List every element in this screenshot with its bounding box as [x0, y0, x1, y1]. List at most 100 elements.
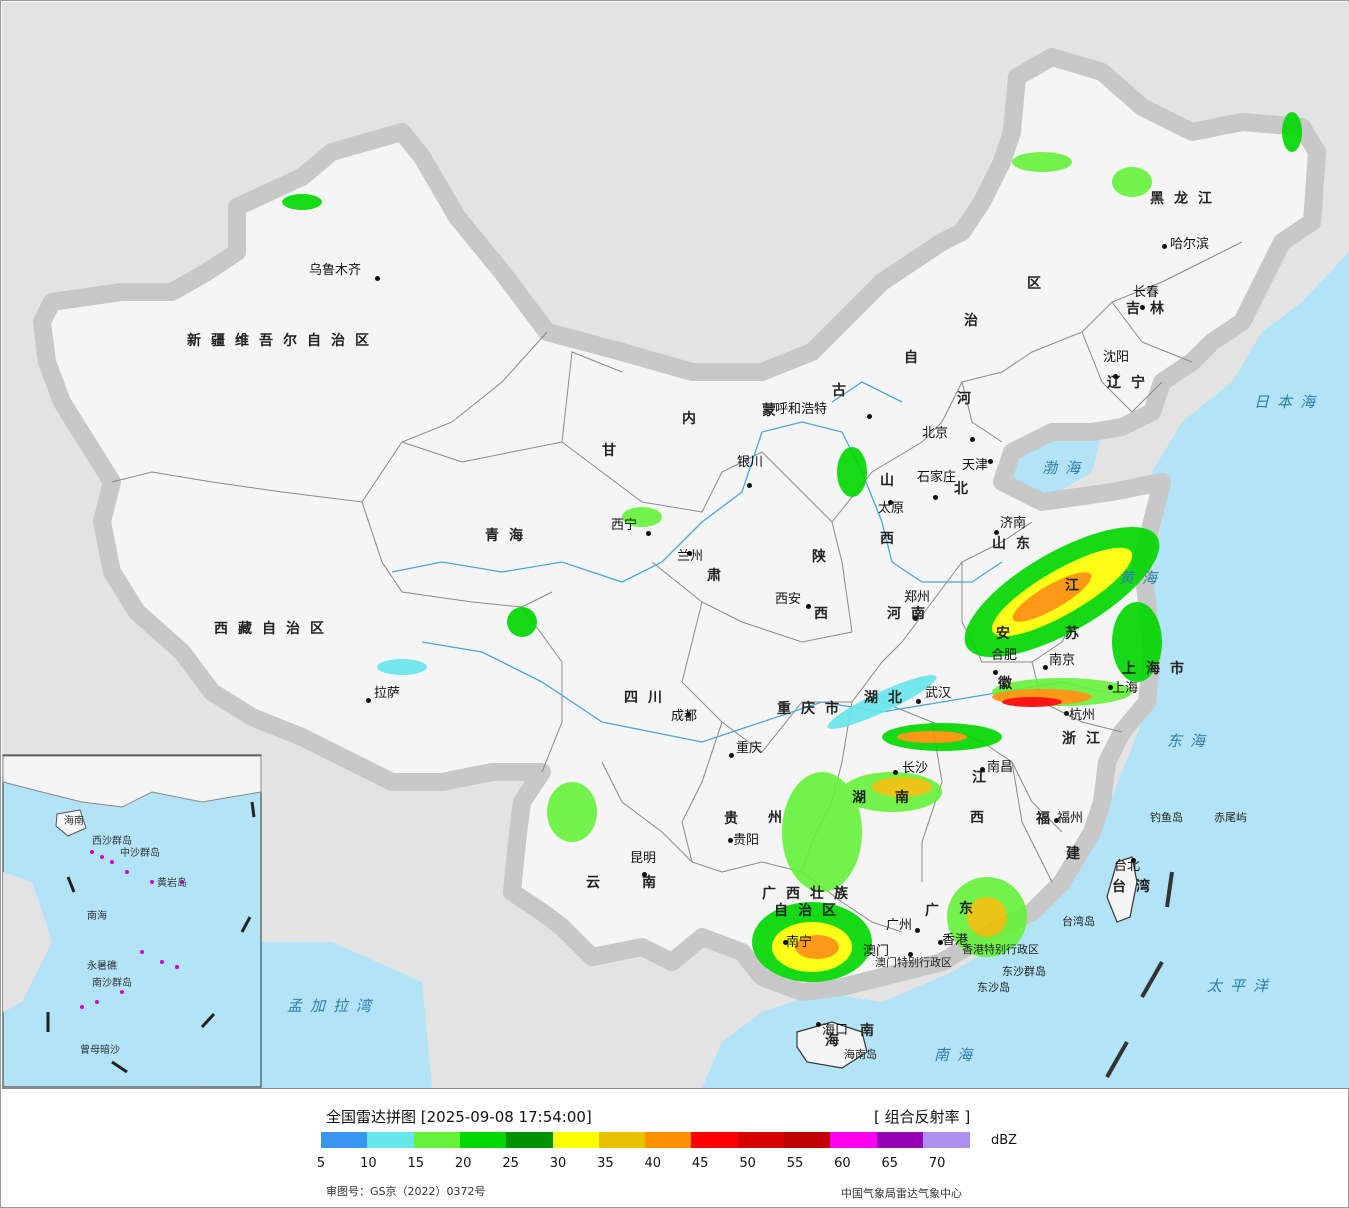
pacific-ocean: [702, 252, 1349, 1088]
city-marker: [933, 495, 938, 500]
scale-tick-label: 20: [454, 1156, 472, 1171]
scale-tick-label: 25: [502, 1156, 519, 1171]
province-label: 广: [925, 903, 949, 919]
inset-label: 西沙群岛: [92, 836, 132, 847]
legend-product: [ 组合反射率 ]: [874, 1108, 971, 1126]
city-label: 郑州: [904, 590, 931, 605]
inset-label: 南沙群岛: [92, 978, 132, 989]
province-label: 湖北: [864, 690, 912, 706]
scale-tick-label: 55: [786, 1156, 804, 1171]
source-credit: 中国气象局雷达气象中心: [841, 1187, 962, 1200]
province-label: 河: [957, 391, 981, 407]
city-marker: [646, 531, 651, 536]
city-label: 长春: [1133, 285, 1160, 300]
color-swatch: [413, 1132, 461, 1148]
province-label: 广西壮族: [762, 886, 858, 902]
scale-tick-label: 65: [881, 1156, 899, 1171]
city-label: 乌鲁木齐: [309, 263, 362, 278]
province-label: 自: [904, 350, 928, 366]
color-swatch: [552, 1132, 600, 1148]
city-label: 南京: [1049, 653, 1076, 668]
city-label: 西安: [775, 592, 802, 607]
city-marker: [366, 698, 371, 703]
province-label: 新疆维吾尔自治区: [187, 333, 379, 349]
province-label: 建: [1066, 846, 1090, 862]
city-label: 贵阳: [733, 833, 760, 848]
city-label: 哈尔滨: [1170, 237, 1210, 252]
color-swatch: [830, 1132, 878, 1148]
legend-title: 全国雷达拼图 [2025-09-08 17:54:00]: [326, 1108, 592, 1126]
inset-label: 南海: [87, 911, 107, 922]
city-marker: [938, 940, 943, 945]
legend-panel: 全国雷达拼图 [2025-09-08 17:54:00] [ 组合反射率 ] d…: [1, 1089, 1348, 1207]
scale-tick-label: 15: [407, 1156, 425, 1171]
city-label: 海口: [822, 1023, 849, 1038]
city-label: 西宁: [611, 518, 638, 533]
color-swatch: [691, 1132, 739, 1148]
province-label: 北: [954, 481, 978, 497]
province-label: 自治区: [774, 903, 846, 919]
city-marker: [686, 712, 691, 717]
hainan-island: [796, 1021, 868, 1069]
inset-label: 永暑礁: [87, 961, 117, 972]
province-label: 西: [814, 606, 838, 622]
province-label: 上海市: [1122, 661, 1194, 677]
province-label: 州: [768, 810, 792, 826]
province-label: 福: [1036, 811, 1060, 827]
dash-line: [1105, 871, 1174, 1078]
province-label: 治: [964, 313, 988, 329]
city-marker: [1113, 374, 1118, 379]
map-canvas: [2, 2, 1349, 1088]
color-swatch: [321, 1132, 368, 1148]
province-label: 肃: [707, 568, 731, 584]
city-marker: [642, 872, 647, 877]
city-marker: [988, 459, 993, 464]
city-marker: [687, 551, 692, 556]
city-marker: [970, 437, 975, 442]
scale-tick-label: 35: [597, 1156, 614, 1171]
province-label: 云: [586, 875, 610, 891]
city-label: 成都: [671, 709, 698, 724]
province-label: 四川: [624, 690, 672, 706]
city-label: 呼和浩特: [775, 402, 828, 417]
scale-tick-label: 10: [360, 1156, 377, 1171]
legend-unit: dBZ: [991, 1133, 1018, 1148]
city-marker: [1064, 711, 1069, 716]
scale-tick-label: 70: [928, 1156, 946, 1171]
scale-tick-label: 60: [834, 1156, 851, 1171]
province-label: 安: [996, 626, 1020, 642]
inset-label: 曾母暗沙: [80, 1045, 120, 1056]
city-marker: [915, 928, 920, 933]
color-swatch: [876, 1132, 924, 1148]
province-label: 南: [860, 1023, 884, 1039]
island-label: 东沙岛: [977, 981, 1010, 994]
city-label: 石家庄: [917, 470, 957, 485]
inset-label: 海南: [64, 816, 84, 827]
city-marker: [994, 530, 999, 535]
city-marker: [1140, 305, 1145, 310]
color-swatch: [737, 1132, 785, 1148]
island-label: 澳门特别行政区: [875, 956, 952, 969]
province-label: 内: [682, 411, 706, 427]
province-label: 区: [1027, 276, 1051, 292]
city-label: 南昌: [987, 760, 1014, 775]
province-label: 重庆市: [777, 701, 849, 717]
province-label: 河南: [887, 606, 935, 622]
color-swatch: [598, 1132, 646, 1148]
color-swatch: [922, 1132, 970, 1148]
color-swatch: [645, 1132, 693, 1148]
province-label: 陕: [812, 549, 836, 565]
approval-number: 审图号：GS京（2022）0372号: [326, 1185, 486, 1198]
island-label: 香港特别行政区: [962, 943, 1039, 956]
inset-mainland: [2, 755, 262, 808]
city-marker: [1131, 858, 1136, 863]
city-label: 南宁: [786, 935, 813, 950]
sea-label: 太平洋: [1207, 977, 1277, 995]
province-label: 辽宁: [1107, 375, 1155, 391]
city-label: 兰州: [677, 549, 704, 564]
province-label: 江: [972, 770, 996, 786]
city-marker: [913, 616, 918, 621]
city-label: 武汉: [925, 686, 952, 701]
city-label: 天津: [962, 458, 989, 473]
